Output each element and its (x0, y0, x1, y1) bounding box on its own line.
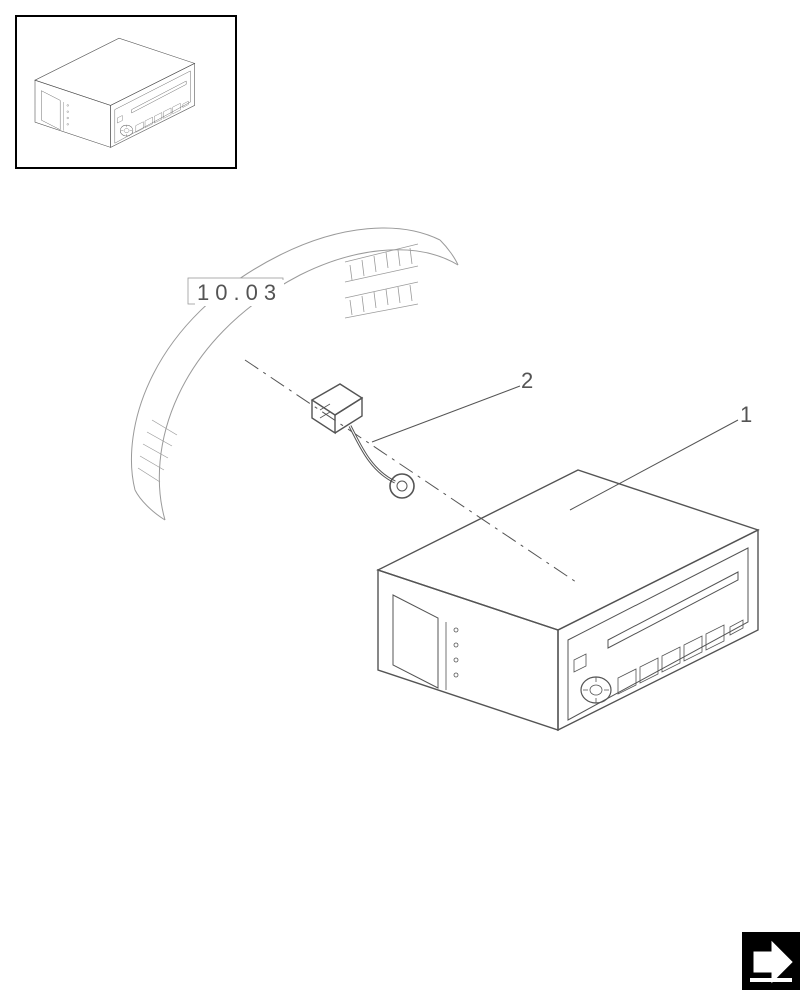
reference-label: 10.03 (195, 280, 284, 306)
callout-1: 1 (740, 402, 752, 428)
diagram-canvas: 10.03 2 1 (0, 0, 812, 1000)
next-page-icon (742, 932, 800, 990)
diagram-svg (0, 0, 812, 1000)
connector-cable (312, 384, 414, 498)
callout-2: 2 (521, 368, 533, 394)
